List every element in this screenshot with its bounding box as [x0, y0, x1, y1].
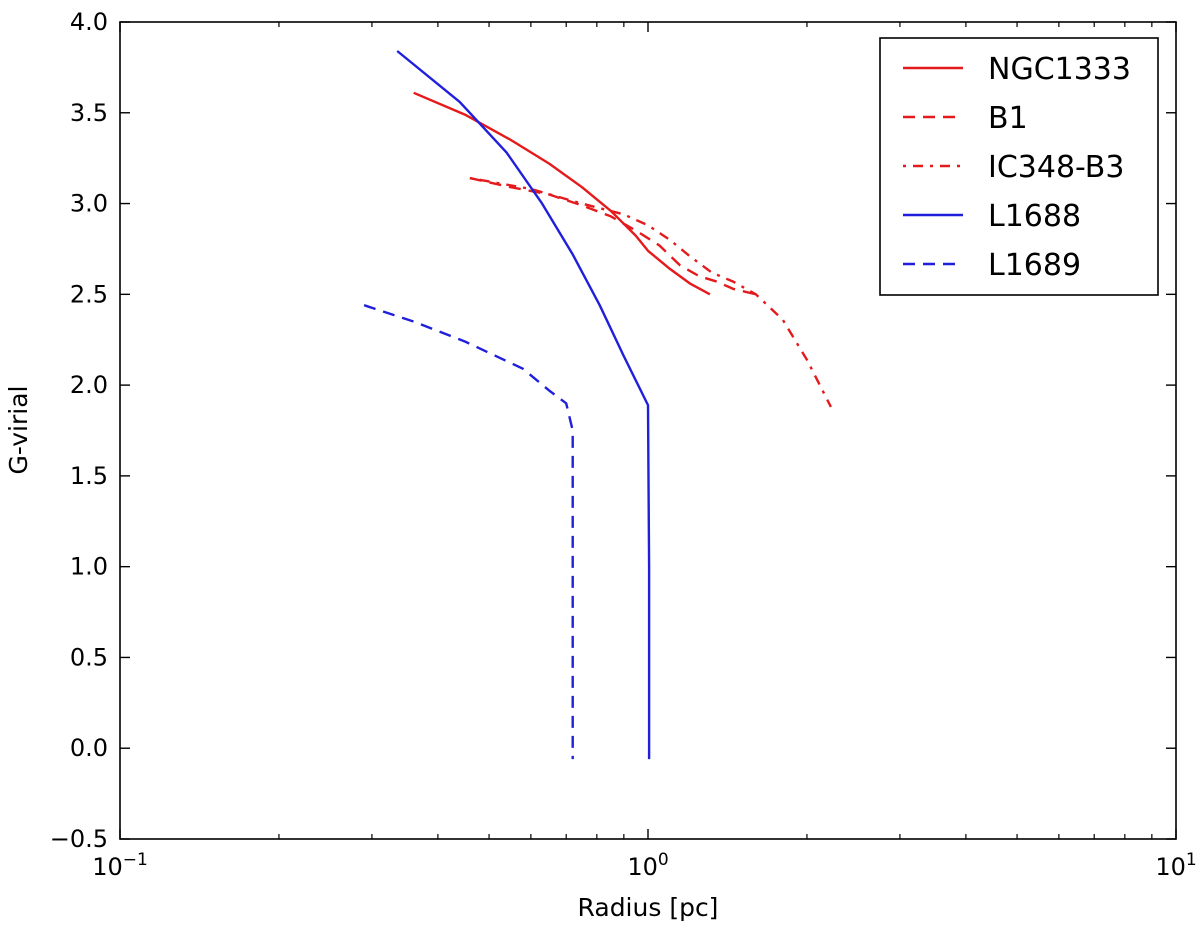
x-tick-label: 100	[627, 850, 668, 881]
legend-label-ngc1333: NGC1333	[988, 52, 1131, 87]
y-tick-label: 3.5	[70, 99, 108, 127]
legend-box	[879, 37, 1159, 296]
series-line-l1688	[396, 50, 651, 760]
y-tick-label: −0.5	[50, 825, 108, 853]
x-tick-labels: 10−1 100 101	[92, 850, 1196, 881]
y-tick-label: 0.0	[70, 734, 108, 762]
series-line-b1	[469, 176, 757, 296]
y-tick-label: 2.5	[70, 280, 108, 308]
series-line-l1689	[363, 304, 574, 760]
legend-label-b1: B1	[988, 101, 1028, 136]
y-tick-label: 3.0	[70, 190, 108, 218]
y-tick-label: 0.5	[70, 643, 108, 671]
y-axis-label: G-virial	[4, 386, 33, 475]
legend-label-ic348-b3: IC348-B3	[988, 150, 1124, 185]
x-tick-label: 101	[1155, 850, 1196, 881]
y-tick-label: 1.5	[70, 462, 108, 490]
series-layer	[363, 50, 832, 760]
x-axis-label: Radius [pc]	[578, 893, 719, 922]
minor-ticks	[278, 22, 1153, 839]
series-line-ngc1333	[413, 91, 711, 296]
y-tick-label: 2.0	[70, 371, 108, 399]
y-tick-label: 4.0	[70, 8, 108, 36]
y-tick-label: 1.0	[70, 553, 108, 581]
y-tick-labels: −0.5 0.0 0.5 1.0 1.5 2.0 2.5 3.0 3.5 4.0	[50, 8, 108, 853]
plot-frame	[119, 21, 1177, 840]
legend-label-l1689: L1689	[988, 248, 1081, 283]
x-tick-label: 10−1	[92, 850, 148, 881]
legend-label-l1688: L1688	[988, 199, 1081, 234]
legend: NGC1333 B1 IC348-B3 L1688 L1689	[879, 37, 1159, 296]
